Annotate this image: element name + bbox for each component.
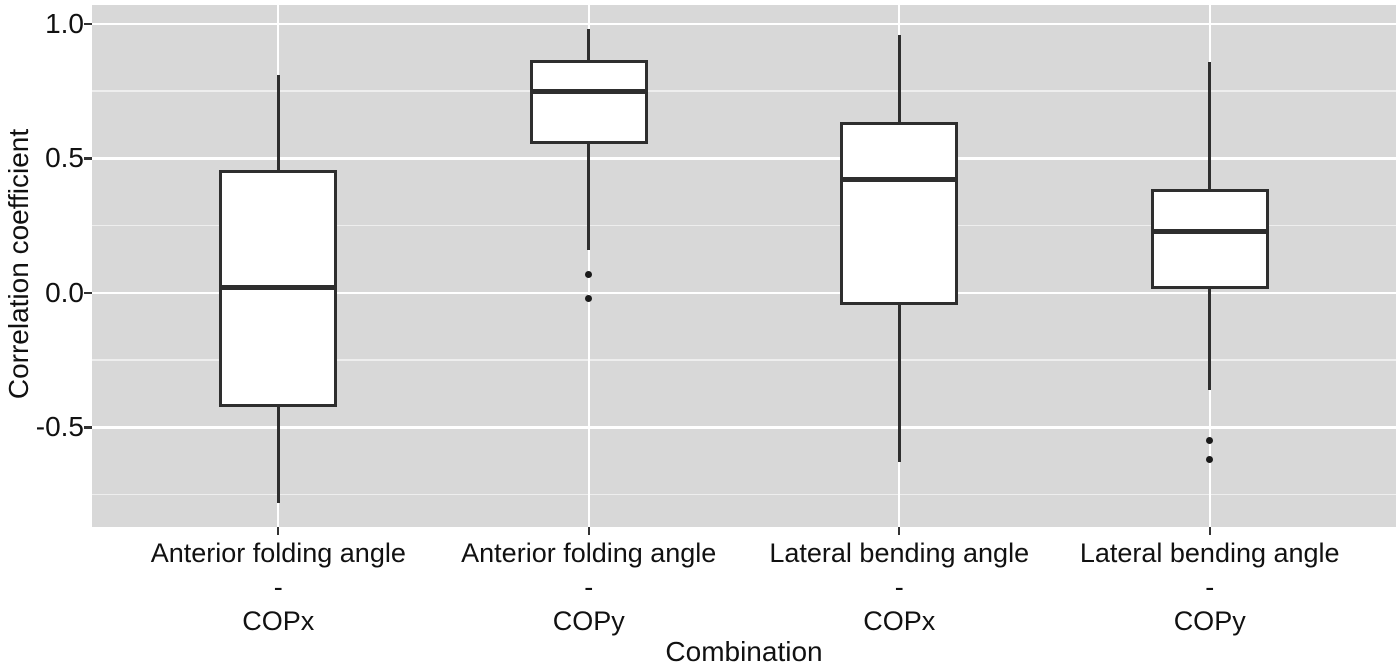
boxplot-outlier bbox=[585, 270, 593, 278]
x-tick-mark bbox=[587, 527, 590, 535]
grid-minor-line bbox=[92, 494, 1396, 496]
x-tick-mark bbox=[277, 527, 280, 535]
boxplot-outlier bbox=[1206, 456, 1214, 464]
y-tick-label: 0.0 bbox=[45, 276, 84, 308]
grid-major-line bbox=[92, 22, 1396, 26]
y-tick-label: 0.5 bbox=[45, 142, 84, 174]
x-category-label-line: COPy bbox=[1173, 606, 1246, 636]
y-tick-mark bbox=[84, 426, 92, 429]
grid-minor-line bbox=[92, 224, 1396, 227]
grid-major-line bbox=[92, 157, 1396, 160]
x-category-label-line: Anterior folding angle bbox=[150, 538, 406, 568]
boxplot-whisker-lower bbox=[587, 142, 591, 250]
y-tick-mark bbox=[84, 157, 92, 160]
boxplot-whisker-upper bbox=[1208, 61, 1212, 191]
x-category-label-line: COPx bbox=[242, 606, 315, 636]
x-tick-mark bbox=[1208, 527, 1211, 535]
x-tick-mark bbox=[898, 527, 901, 535]
boxplot-median bbox=[1150, 228, 1269, 234]
grid-minor-line bbox=[92, 359, 1396, 361]
boxplot-box bbox=[529, 60, 648, 144]
y-tick-mark bbox=[84, 291, 92, 295]
boxplot-whisker-upper bbox=[587, 29, 591, 62]
x-category-label-line: - bbox=[584, 572, 594, 602]
plot-panel bbox=[92, 5, 1396, 527]
grid-major-line bbox=[92, 291, 1396, 295]
x-category-label: Anterior folding angle - COPx bbox=[98, 536, 458, 638]
x-axis-title: Combination bbox=[665, 636, 823, 665]
y-tick-label: 1.0 bbox=[45, 7, 84, 39]
grid-major-line bbox=[92, 426, 1396, 429]
grid-minor-line bbox=[92, 90, 1396, 92]
boxplot-whisker-lower bbox=[897, 303, 901, 463]
boxplot-median bbox=[219, 285, 338, 291]
y-tick-mark bbox=[84, 22, 92, 26]
x-category-label-line: - bbox=[1205, 572, 1215, 602]
boxplot-outlier bbox=[1206, 437, 1214, 445]
x-category-label: Anterior folding angle - COPy bbox=[409, 536, 769, 638]
x-category-label-line: Lateral bending angle bbox=[769, 538, 1030, 568]
x-category-label-line: COPx bbox=[863, 606, 936, 636]
x-category-label-line: Anterior folding angle bbox=[461, 538, 717, 568]
x-category-label-line: - bbox=[894, 572, 904, 602]
boxplot-whisker-upper bbox=[276, 74, 280, 172]
category-gridline bbox=[587, 5, 590, 527]
x-category-label: Lateral bending angle - COPy bbox=[1030, 536, 1390, 638]
x-category-label-line: COPy bbox=[552, 606, 625, 636]
boxplot-whisker-lower bbox=[1208, 287, 1212, 390]
boxplot-median bbox=[840, 177, 959, 183]
x-category-label-line: - bbox=[273, 572, 283, 602]
x-category-label: Lateral bending angle - COPx bbox=[719, 536, 1079, 638]
boxplot-outlier bbox=[585, 294, 593, 302]
boxplot-box bbox=[840, 121, 959, 306]
y-tick-label: -0.5 bbox=[35, 411, 84, 443]
boxplot-box bbox=[1150, 189, 1269, 290]
boxplot-whisker-lower bbox=[276, 405, 280, 503]
x-category-label-line: Lateral bending angle bbox=[1079, 538, 1340, 568]
boxplot-median bbox=[529, 88, 648, 94]
boxplot-whisker-upper bbox=[897, 34, 901, 124]
